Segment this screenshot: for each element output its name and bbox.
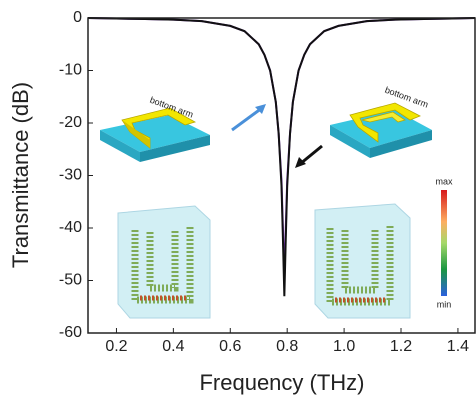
x-tick-label: 0.8 xyxy=(276,338,298,355)
chart: max min bottom arm bottom arm Frequency … xyxy=(0,0,476,396)
x-tick-label: 0.4 xyxy=(162,338,184,355)
annotation: min xyxy=(437,299,452,309)
y-tick-label: -20 xyxy=(59,114,82,131)
y-tick-label: -40 xyxy=(59,219,82,236)
x-tick-label: 0.2 xyxy=(105,338,127,355)
x-tick-label: 1.4 xyxy=(447,338,469,355)
x-axis-title: Frequency (THz) xyxy=(199,370,364,395)
inset-left-field xyxy=(118,206,210,318)
colorbar xyxy=(441,190,447,296)
inset-left-structure xyxy=(100,108,210,162)
page: {"chart_data": {"type": "line", "x_label… xyxy=(0,0,476,396)
y-tick-label: -30 xyxy=(59,167,82,184)
y-tick-label: 0 xyxy=(73,9,82,26)
x-tick-label: 0.6 xyxy=(219,338,241,355)
annotation: max xyxy=(435,176,453,186)
arrow xyxy=(232,108,262,130)
y-tick-label: -10 xyxy=(59,62,82,79)
y-tick-label: -60 xyxy=(59,324,82,341)
inset-right-structure xyxy=(330,103,432,158)
x-tick-label: 1.0 xyxy=(333,338,355,355)
y-tick-label: -50 xyxy=(59,272,82,289)
inset-right-field xyxy=(315,204,410,318)
y-axis-title: Transmittance (dB) xyxy=(8,82,33,268)
x-tick-label: 1.2 xyxy=(390,338,412,355)
